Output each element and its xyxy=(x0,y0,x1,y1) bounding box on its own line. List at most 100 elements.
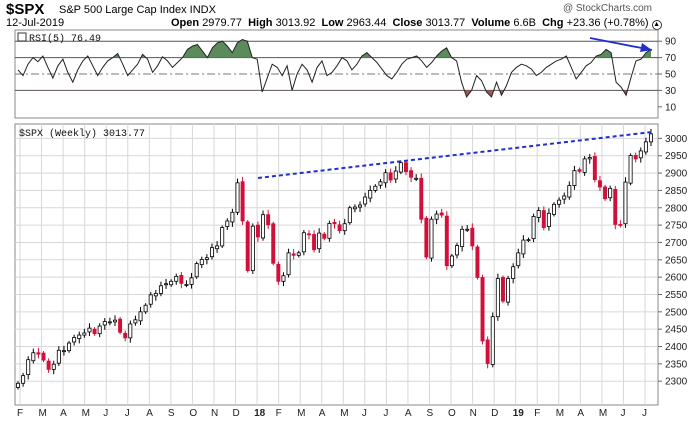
candle-body xyxy=(31,352,36,362)
candle xyxy=(225,218,230,230)
candle xyxy=(271,221,276,266)
candle-body xyxy=(429,218,434,259)
candle xyxy=(133,315,138,326)
candle xyxy=(465,225,470,233)
candle xyxy=(511,263,516,284)
candle xyxy=(618,220,623,228)
candle-body xyxy=(153,293,158,297)
candle-body xyxy=(250,225,255,271)
x-tick-label: F xyxy=(276,408,282,419)
x-tick-label: N xyxy=(211,408,218,419)
price-y-ticks: 2300 2350 2400 2450 2500 2550 2600 2650 2700 2750… xyxy=(658,134,688,388)
candle xyxy=(61,345,66,356)
candle-body xyxy=(46,360,51,370)
candle xyxy=(347,205,352,225)
candle xyxy=(470,223,475,251)
rsi-panel-icon xyxy=(17,32,27,42)
candle xyxy=(337,220,342,234)
candle-body xyxy=(317,232,322,250)
candle xyxy=(541,206,546,231)
candle-body xyxy=(118,318,123,333)
candle xyxy=(557,197,562,208)
candle xyxy=(189,272,194,289)
candle xyxy=(102,318,107,330)
high-value: 3013.92 xyxy=(275,17,316,29)
candle-body xyxy=(592,156,597,181)
candle-body xyxy=(449,255,454,267)
x-tick-label: J xyxy=(620,408,625,419)
candle-body xyxy=(255,224,260,238)
candle-body xyxy=(322,233,327,239)
candle xyxy=(567,181,572,200)
candle xyxy=(439,208,444,218)
rsi-panel: 10 30 50 70 90 RSI(5) 76.49 xyxy=(14,29,677,119)
rsi-title: RSI(5) 76.49 xyxy=(29,33,101,45)
volume-value: 6.6B xyxy=(513,17,536,29)
price-frame xyxy=(14,123,659,406)
candle-body xyxy=(245,221,250,271)
candle-body xyxy=(383,172,388,184)
candle xyxy=(393,166,398,184)
close-label: Close xyxy=(392,17,423,29)
x-tick-label: O xyxy=(189,408,197,419)
x-tick-label: M xyxy=(556,408,564,419)
volume-label: Volume xyxy=(471,17,511,29)
candle-body xyxy=(342,223,347,232)
candle xyxy=(403,159,408,176)
candle xyxy=(414,174,419,182)
arrow-head-icon xyxy=(640,43,652,52)
price-y-tick-label: 2400 xyxy=(665,342,688,353)
candle xyxy=(373,184,378,193)
candle xyxy=(506,275,511,306)
candle-body xyxy=(567,185,572,198)
candle xyxy=(306,230,311,240)
candle-body xyxy=(465,228,470,231)
candle xyxy=(31,348,36,364)
x-tick-label: F xyxy=(17,408,23,419)
candle xyxy=(230,208,235,227)
candle xyxy=(51,360,56,375)
candle-body xyxy=(434,213,439,220)
candle-body xyxy=(475,246,480,278)
candle-body xyxy=(261,214,266,239)
candle xyxy=(261,210,266,241)
candle xyxy=(245,219,250,273)
candle-body xyxy=(82,332,87,336)
candle-body xyxy=(506,278,511,303)
candle-body xyxy=(495,278,500,318)
candle xyxy=(521,235,526,259)
candle-body xyxy=(638,150,643,159)
candle-body xyxy=(179,275,184,284)
trendline-price xyxy=(257,131,653,179)
price-y-tick-label: 3000 xyxy=(665,134,688,145)
candle xyxy=(21,372,26,387)
candle-body xyxy=(649,133,653,143)
candle xyxy=(613,185,618,230)
candle xyxy=(368,185,373,203)
candle xyxy=(460,225,465,252)
chg-label: Chg xyxy=(542,17,564,29)
x-tick-label: M xyxy=(297,408,305,419)
candle-body xyxy=(291,253,296,256)
candle-body xyxy=(536,210,541,218)
candle xyxy=(342,218,347,235)
candle-body xyxy=(87,327,92,333)
candle xyxy=(138,306,143,326)
rsi-line xyxy=(17,39,652,99)
x-tick-label: M xyxy=(39,408,47,419)
candle-body xyxy=(41,352,46,361)
candle xyxy=(480,274,485,345)
price-y-tick-label: 2300 xyxy=(665,377,688,388)
candle-body xyxy=(327,222,332,239)
candle-body xyxy=(414,177,419,180)
price-y-tick-label: 2650 xyxy=(665,255,688,266)
candle-body xyxy=(138,311,143,322)
x-tick-label: O xyxy=(448,408,456,419)
candle-body xyxy=(21,375,26,384)
candle xyxy=(199,256,204,269)
candle-body xyxy=(368,190,373,199)
candle xyxy=(148,292,153,308)
x-tick-label: 19 xyxy=(513,408,525,419)
candle-body xyxy=(363,196,368,205)
price-y-tick-label: 2550 xyxy=(665,290,688,301)
